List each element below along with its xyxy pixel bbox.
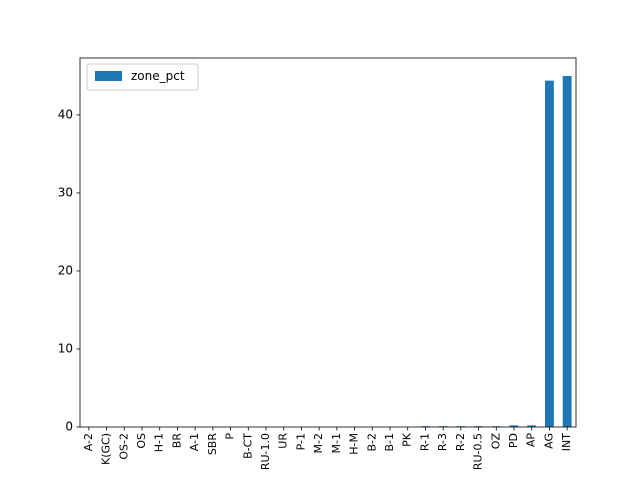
y-tick-label: 0: [65, 420, 73, 434]
x-tick-label: H-M: [348, 433, 361, 455]
x-tick-label: R-1: [418, 433, 431, 451]
x-tick-label: OZ: [489, 433, 502, 450]
x-tick-label: BR: [170, 433, 183, 449]
y-tick-label: 30: [58, 185, 73, 199]
x-tick-label: A-2: [82, 433, 95, 451]
x-tick-label: OS: [135, 433, 148, 449]
x-tick-label: AP: [525, 433, 538, 448]
y-tick-label: 40: [58, 107, 73, 121]
x-tick-label: AG: [542, 433, 555, 449]
x-tick-label: INT: [560, 433, 573, 451]
x-axis-ticks: A-2 K(GC) OS-2 OS H-1 BR A-1 SBR P B-CT RU-1.0 UR P-…: [82, 427, 573, 470]
x-tick-label: P: [224, 433, 237, 440]
x-tick-label: P-1: [294, 433, 307, 450]
legend: zone_pct: [86, 63, 199, 91]
x-tick-label: SBR: [206, 433, 219, 456]
bar-group: [421, 75, 572, 427]
x-tick-label: H-1: [153, 433, 166, 452]
legend-box: [86, 63, 199, 91]
x-tick-label: RU-0.5: [472, 433, 485, 470]
legend-swatch: [95, 71, 122, 81]
x-tick-label: PK: [401, 432, 414, 447]
x-tick-label: PD: [507, 433, 520, 448]
x-tick-label: B-CT: [241, 433, 254, 459]
y-tick-label: 20: [58, 263, 73, 277]
bar-INT: [562, 75, 572, 427]
x-tick-label: A-1: [188, 433, 201, 451]
x-tick-label: M-2: [312, 433, 325, 453]
x-tick-label: B-1: [383, 433, 396, 452]
x-tick-label: R-2: [454, 433, 467, 451]
axes-frame: [79, 57, 577, 428]
x-tick-label: R-3: [436, 433, 449, 451]
x-tick-label: RU-1.0: [259, 433, 272, 470]
legend-label: zone_pct: [131, 69, 185, 83]
x-tick-label: M-1: [330, 433, 343, 453]
bar-AG: [545, 80, 554, 427]
x-tick-label: UR: [277, 433, 290, 449]
y-axis-ticks: 0 10 20 30 40: [58, 107, 80, 434]
x-tick-label: OS-2: [117, 433, 130, 460]
bar-PD: [509, 425, 519, 427]
x-tick-label: B-2: [365, 433, 378, 452]
x-tick-label: K(GC): [100, 433, 113, 465]
bar-AP: [527, 425, 537, 427]
y-tick-label: 10: [58, 341, 73, 355]
